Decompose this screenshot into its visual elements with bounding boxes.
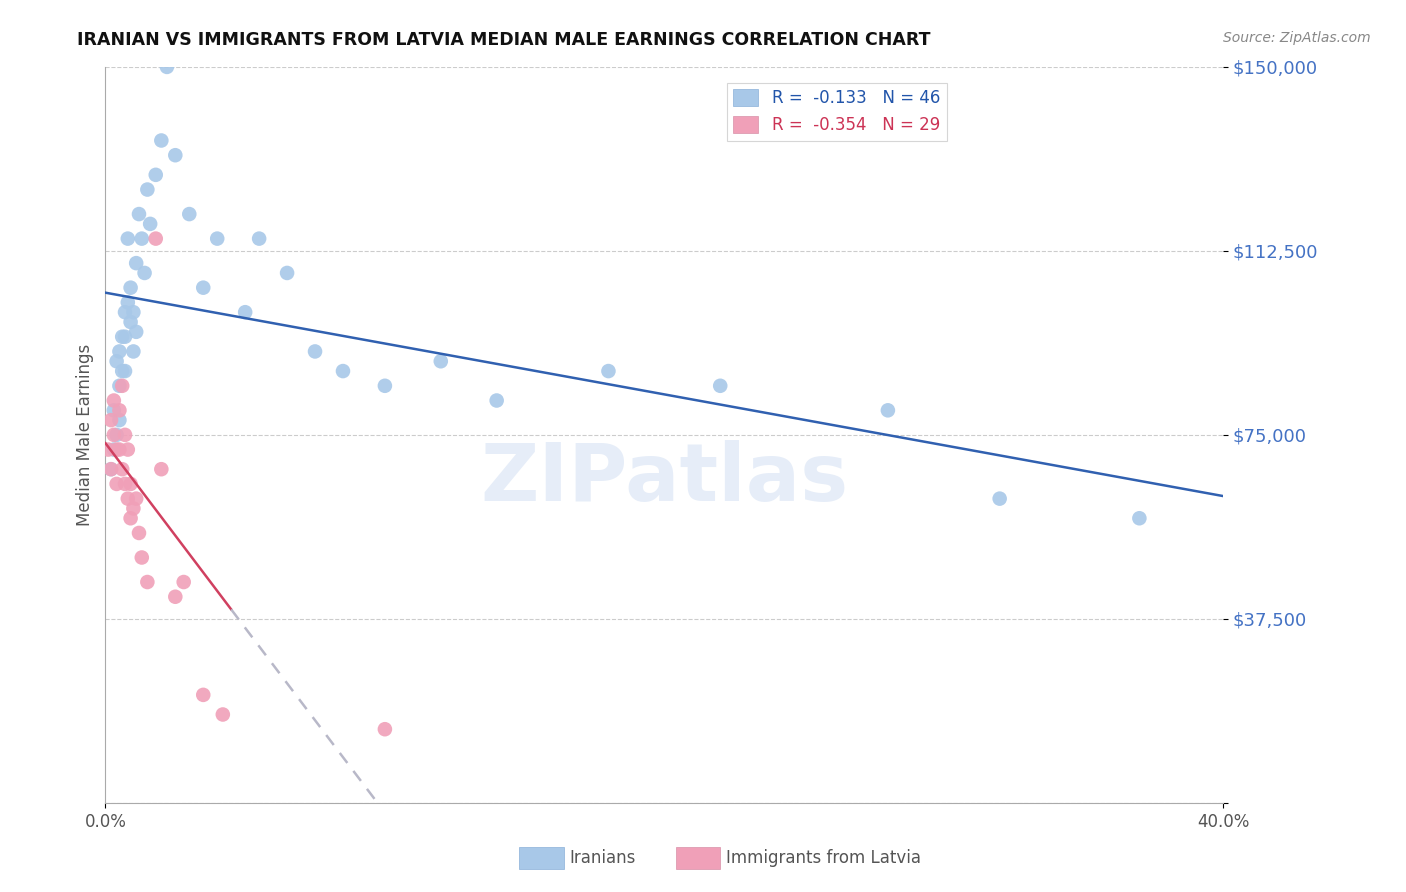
Point bbox=[179, 207, 201, 221]
Point bbox=[332, 364, 354, 378]
Point bbox=[193, 280, 215, 294]
Text: Iranians: Iranians bbox=[569, 849, 636, 867]
Point bbox=[374, 723, 396, 737]
Point bbox=[134, 266, 156, 280]
Point bbox=[111, 378, 134, 392]
Point bbox=[117, 442, 139, 457]
Point bbox=[111, 462, 134, 476]
Point bbox=[105, 476, 128, 491]
Point bbox=[105, 354, 128, 368]
Point bbox=[103, 427, 125, 442]
Point bbox=[276, 266, 298, 280]
Point bbox=[207, 232, 229, 246]
Point bbox=[374, 378, 396, 392]
Point bbox=[108, 344, 131, 359]
Point bbox=[122, 344, 145, 359]
Point bbox=[193, 688, 215, 702]
Y-axis label: Median Male Earnings: Median Male Earnings bbox=[76, 343, 94, 526]
Point bbox=[598, 364, 620, 378]
Point bbox=[120, 315, 142, 329]
Point bbox=[156, 60, 179, 74]
Text: ZIPatlas: ZIPatlas bbox=[481, 440, 848, 518]
Point bbox=[988, 491, 1011, 506]
Text: Immigrants from Latvia: Immigrants from Latvia bbox=[725, 849, 921, 867]
Point bbox=[120, 476, 142, 491]
Point bbox=[877, 403, 900, 417]
Point bbox=[136, 574, 159, 589]
Point bbox=[114, 476, 136, 491]
Point bbox=[122, 305, 145, 319]
Point bbox=[145, 232, 167, 246]
Point bbox=[128, 207, 150, 221]
Point bbox=[120, 511, 142, 525]
Point bbox=[108, 403, 131, 417]
Point bbox=[108, 442, 131, 457]
Point bbox=[114, 305, 136, 319]
Point bbox=[122, 501, 145, 516]
Point bbox=[114, 364, 136, 378]
Point bbox=[114, 330, 136, 344]
Point bbox=[103, 442, 125, 457]
FancyBboxPatch shape bbox=[519, 847, 564, 869]
Point bbox=[117, 232, 139, 246]
Point bbox=[304, 344, 326, 359]
Point bbox=[105, 442, 128, 457]
Point bbox=[173, 574, 195, 589]
Text: Source: ZipAtlas.com: Source: ZipAtlas.com bbox=[1223, 31, 1371, 45]
Point bbox=[111, 330, 134, 344]
Point bbox=[139, 217, 162, 231]
Text: IRANIAN VS IMMIGRANTS FROM LATVIA MEDIAN MALE EARNINGS CORRELATION CHART: IRANIAN VS IMMIGRANTS FROM LATVIA MEDIAN… bbox=[77, 31, 931, 49]
Point bbox=[247, 232, 270, 246]
Point bbox=[430, 354, 453, 368]
Point bbox=[103, 403, 125, 417]
Point bbox=[108, 378, 131, 392]
Point bbox=[97, 442, 120, 457]
Point bbox=[145, 168, 167, 182]
Point bbox=[125, 325, 148, 339]
Point bbox=[117, 295, 139, 310]
Point bbox=[165, 590, 187, 604]
Point bbox=[233, 305, 256, 319]
Point bbox=[709, 378, 731, 392]
Point bbox=[128, 525, 150, 540]
Point bbox=[120, 280, 142, 294]
Point bbox=[125, 256, 148, 270]
Point bbox=[150, 133, 173, 147]
Point bbox=[150, 462, 173, 476]
Point bbox=[100, 462, 122, 476]
Point bbox=[108, 413, 131, 427]
Point bbox=[114, 427, 136, 442]
Point bbox=[485, 393, 508, 408]
Point bbox=[111, 364, 134, 378]
Point bbox=[165, 148, 187, 162]
Legend: R =  -0.133   N = 46, R =  -0.354   N = 29: R = -0.133 N = 46, R = -0.354 N = 29 bbox=[727, 83, 946, 141]
Point bbox=[100, 413, 122, 427]
Point bbox=[105, 427, 128, 442]
Point bbox=[136, 182, 159, 196]
FancyBboxPatch shape bbox=[675, 847, 720, 869]
Point bbox=[211, 707, 233, 722]
Point bbox=[103, 393, 125, 408]
Point bbox=[125, 491, 148, 506]
Point bbox=[100, 462, 122, 476]
Point bbox=[131, 550, 153, 565]
Point bbox=[131, 232, 153, 246]
Point bbox=[117, 491, 139, 506]
Point bbox=[1128, 511, 1150, 525]
